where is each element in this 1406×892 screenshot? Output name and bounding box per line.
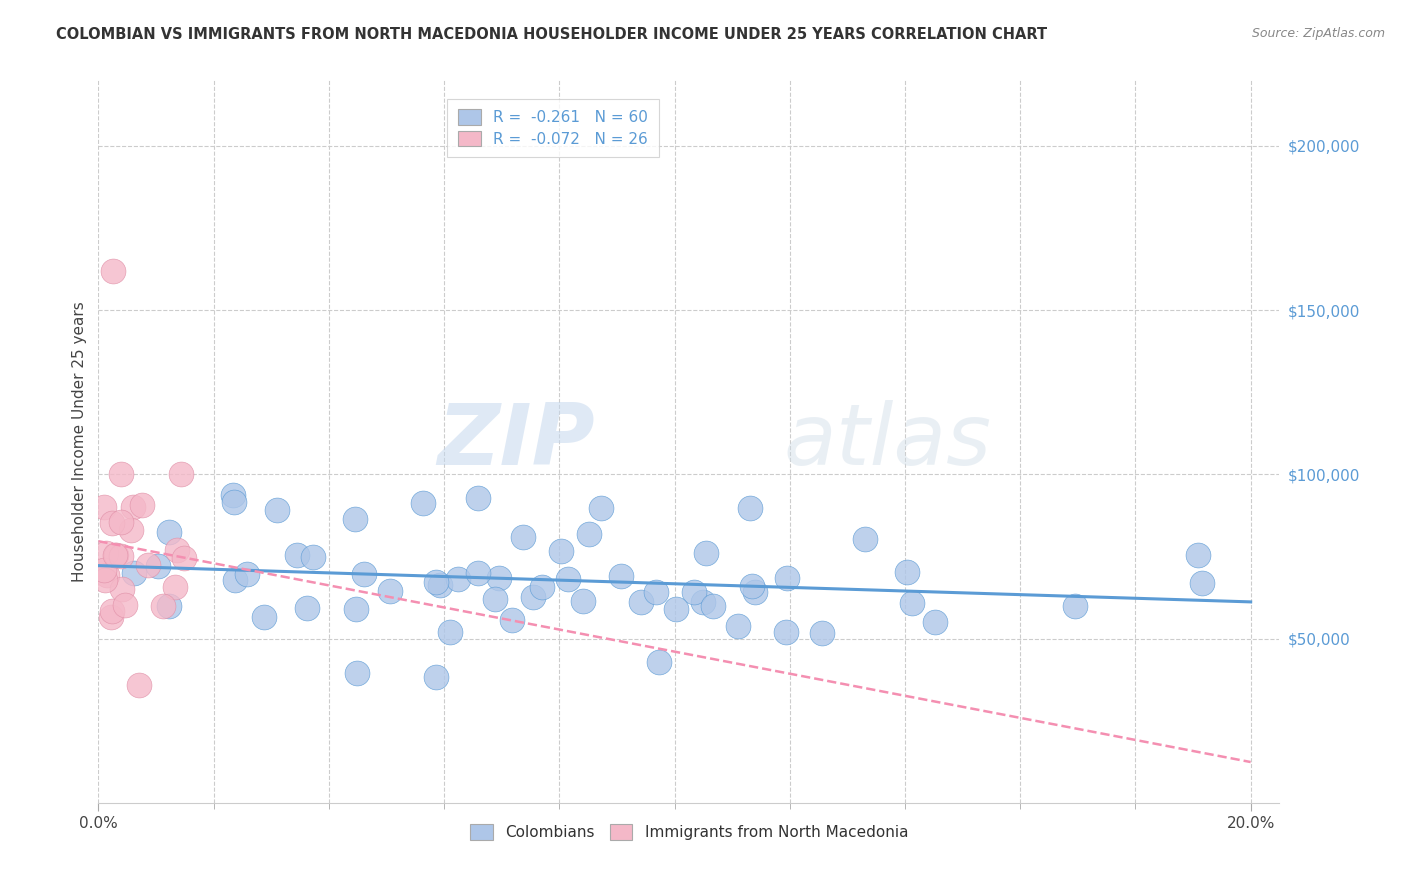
Point xyxy=(170,467,193,482)
Point xyxy=(572,593,595,607)
Point xyxy=(702,599,724,613)
Point xyxy=(128,678,150,692)
Point xyxy=(110,549,132,563)
Point xyxy=(136,558,159,573)
Point xyxy=(353,567,375,582)
Text: atlas: atlas xyxy=(783,400,991,483)
Point xyxy=(96,567,118,582)
Point xyxy=(301,549,323,564)
Point xyxy=(775,625,797,640)
Point xyxy=(101,264,124,278)
Point xyxy=(105,548,128,562)
Text: ZIP: ZIP xyxy=(437,400,595,483)
Point xyxy=(114,598,136,612)
Point xyxy=(93,500,115,514)
Text: Source: ZipAtlas.com: Source: ZipAtlas.com xyxy=(1251,27,1385,40)
Point xyxy=(695,545,717,559)
Point xyxy=(1064,599,1087,614)
Point xyxy=(295,600,318,615)
Point xyxy=(222,488,245,502)
Point xyxy=(93,563,115,577)
Point xyxy=(741,579,763,593)
Point xyxy=(512,530,534,544)
Point xyxy=(648,656,671,670)
Point xyxy=(610,569,633,583)
Point xyxy=(467,491,489,505)
Point xyxy=(896,565,918,579)
Point xyxy=(285,548,308,562)
Point xyxy=(131,498,153,512)
Point xyxy=(266,503,288,517)
Point xyxy=(344,602,367,616)
Point xyxy=(173,550,195,565)
Point xyxy=(522,590,544,604)
Text: COLOMBIAN VS IMMIGRANTS FROM NORTH MACEDONIA HOUSEHOLDER INCOME UNDER 25 YEARS C: COLOMBIAN VS IMMIGRANTS FROM NORTH MACED… xyxy=(56,27,1047,42)
Point xyxy=(744,585,766,599)
Point xyxy=(346,666,368,681)
Point xyxy=(94,546,117,560)
Point xyxy=(163,580,186,594)
Point xyxy=(853,532,876,546)
Point xyxy=(152,599,174,614)
Point xyxy=(550,543,572,558)
Point xyxy=(122,566,145,580)
Point xyxy=(157,524,180,539)
Point xyxy=(236,567,259,582)
Point xyxy=(900,596,922,610)
Point xyxy=(104,548,127,562)
Point xyxy=(122,500,145,515)
Point xyxy=(224,495,246,509)
Point xyxy=(224,573,246,587)
Point xyxy=(120,524,142,538)
Point xyxy=(429,578,451,592)
Point xyxy=(101,604,124,618)
Point xyxy=(630,594,652,608)
Point xyxy=(425,574,447,589)
Point xyxy=(343,511,366,525)
Point xyxy=(425,670,447,684)
Point xyxy=(488,571,510,585)
Point xyxy=(557,572,579,586)
Point xyxy=(110,515,132,529)
Y-axis label: Householder Income Under 25 years: Householder Income Under 25 years xyxy=(72,301,87,582)
Point xyxy=(776,571,799,585)
Point xyxy=(578,526,600,541)
Point xyxy=(411,496,433,510)
Point xyxy=(727,619,749,633)
Point xyxy=(439,624,461,639)
Point xyxy=(467,566,489,580)
Point xyxy=(253,610,276,624)
Point xyxy=(447,572,470,586)
Legend: Colombians, Immigrants from North Macedonia: Colombians, Immigrants from North Macedo… xyxy=(461,815,917,849)
Point xyxy=(692,595,714,609)
Point xyxy=(110,467,132,482)
Point xyxy=(1191,576,1213,591)
Point xyxy=(484,592,506,607)
Point xyxy=(811,626,834,640)
Point xyxy=(589,500,612,515)
Point xyxy=(682,585,704,599)
Point xyxy=(166,543,188,558)
Point xyxy=(111,582,134,596)
Point xyxy=(738,501,761,516)
Point xyxy=(101,516,124,530)
Point xyxy=(645,584,668,599)
Point xyxy=(501,613,523,627)
Point xyxy=(665,602,688,616)
Point xyxy=(93,573,115,587)
Point xyxy=(100,610,122,624)
Point xyxy=(1187,548,1209,562)
Point xyxy=(157,599,180,614)
Point xyxy=(924,615,946,630)
Point xyxy=(531,580,554,594)
Point xyxy=(146,558,169,573)
Point xyxy=(380,583,402,598)
